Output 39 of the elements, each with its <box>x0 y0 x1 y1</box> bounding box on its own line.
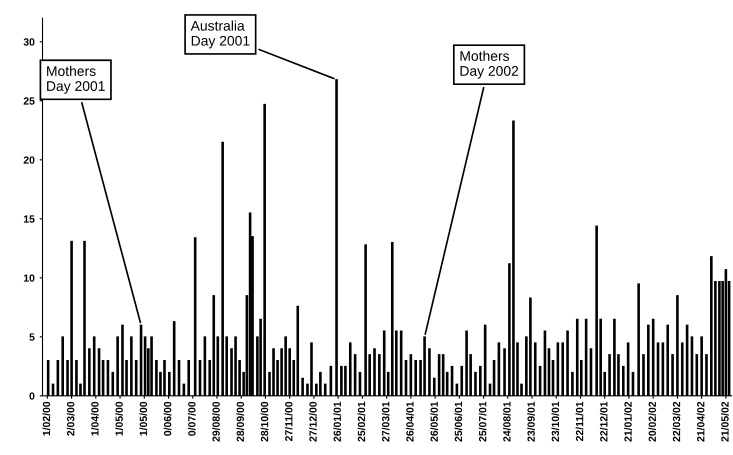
x-tick-label: 22/12/01 <box>600 402 608 442</box>
x-tick-label: 23/10/01 <box>551 402 560 442</box>
x-tick-label: 20/02/02 <box>648 402 656 442</box>
x-tick-label: 21/05/02 <box>721 402 729 442</box>
x-tick-label: 27/03/01 <box>382 402 390 442</box>
x-tick-label: 28/09/00 <box>236 402 244 442</box>
y-tick-label: 10 <box>24 274 34 282</box>
x-tick-label: 25/02/01 <box>358 402 366 442</box>
x-tick-label: 21/04/02 <box>696 402 705 442</box>
x-tick-label: 29/08/00 <box>212 402 220 442</box>
x-tick-label: 1/02/00 <box>42 402 50 436</box>
x-tick-label: 1/04/00 <box>90 402 99 436</box>
annotation: Mothers Day 2002 <box>460 50 518 79</box>
x-tick-label: 28/10/00 <box>260 402 268 442</box>
x-tick-label: 22/03/02 <box>672 402 680 442</box>
y-tick-label: 5 <box>29 333 35 341</box>
y-tick-label: 30 <box>24 38 34 46</box>
annotation: Australia Day 2001 <box>190 20 250 48</box>
x-tick-label: 1/05/00 <box>139 402 148 436</box>
annotation: Mothers Day 2001 <box>47 66 105 94</box>
y-tick-label: 25 <box>24 97 35 105</box>
x-tick-label: 0/06/00 <box>164 402 172 436</box>
x-tick-label: 27/12/00 <box>309 402 317 442</box>
x-tick-label: 26/05/01 <box>430 402 438 442</box>
x-tick-label: 26/04/01 <box>406 402 414 442</box>
x-tick-label: 25/06/01 <box>454 402 462 442</box>
x-tick-label: 24/08/01 <box>502 402 511 442</box>
x-tick-label: 2/03/00 <box>66 402 74 436</box>
x-tick-label: 23/09/01 <box>527 402 535 442</box>
y-tick-label: 0 <box>29 392 34 400</box>
x-tick-label: 21/01/02 <box>624 402 632 442</box>
x-tick-label: 0/07/00 <box>188 402 196 436</box>
y-tick-label: 20 <box>24 156 34 164</box>
x-tick-label: 1/05/00 <box>115 402 123 436</box>
x-tick-label: 26/01/01 <box>333 402 342 442</box>
y-tick-label: 15 <box>24 215 35 223</box>
x-tick-label: 22/11/01 <box>576 402 584 442</box>
x-tick-label: 27/11/00 <box>284 402 293 442</box>
x-tick-label: 25/07/01 <box>478 402 486 442</box>
